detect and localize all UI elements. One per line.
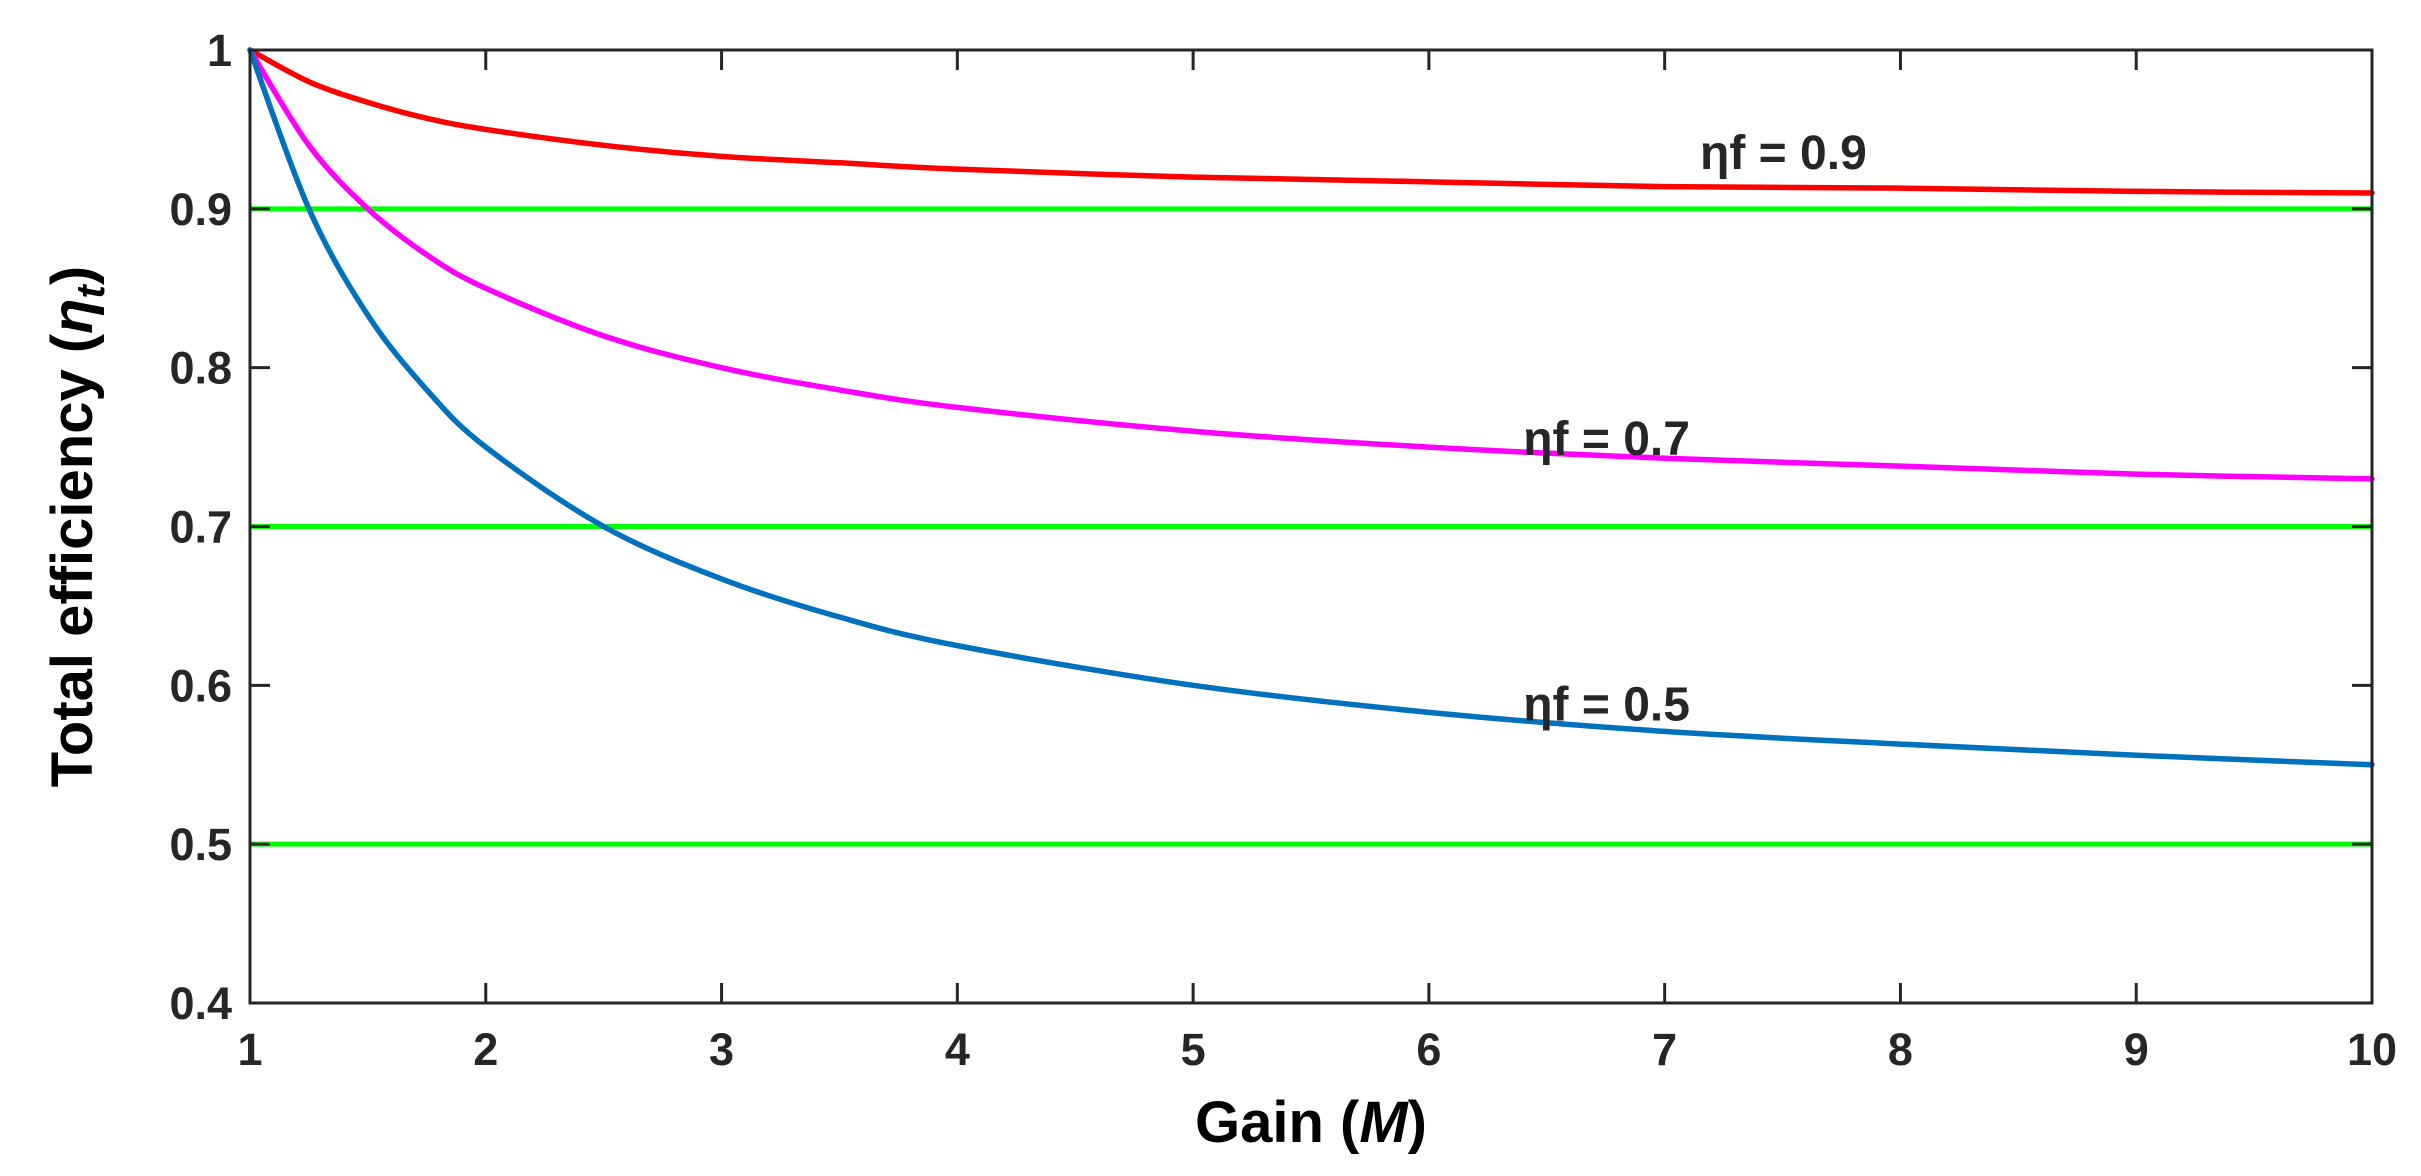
y-tick-label: 0.6 bbox=[169, 660, 232, 711]
x-tick-label: 5 bbox=[1181, 1024, 1206, 1075]
x-tick-label: 6 bbox=[1416, 1024, 1441, 1075]
x-tick-label: 9 bbox=[2124, 1024, 2149, 1075]
y-tick-label: 0.7 bbox=[169, 502, 232, 553]
y-axis-title-subscript: t bbox=[69, 283, 113, 298]
y-tick-label: 0.9 bbox=[169, 184, 232, 235]
x-axis-tick-labels: 1 2 3 4 5 6 7 8 9 10 bbox=[237, 1024, 2397, 1075]
x-axis-title-prefix: Gain ( bbox=[1195, 1090, 1360, 1155]
x-tick-label: 1 bbox=[237, 1024, 262, 1075]
series-line bbox=[247, 47, 2375, 482]
y-axis-tick-labels: 0.4 0.5 0.6 0.7 0.8 0.9 1 bbox=[169, 25, 232, 1029]
series-annotation: ηf = 0.9 bbox=[1700, 127, 1867, 180]
y-tick-label: 0.8 bbox=[169, 343, 232, 394]
x-tick-label: 2 bbox=[473, 1024, 498, 1075]
series-lines bbox=[247, 47, 2375, 768]
y-tick-label: 1 bbox=[207, 25, 232, 76]
y-axis-title-suffix: ) bbox=[40, 266, 105, 285]
y-axis-title-prefix: Total efficiency ( bbox=[40, 333, 105, 787]
series-annotation: ηf = 0.7 bbox=[1523, 413, 1690, 466]
y-axis-title: Total efficiency (ηt) bbox=[40, 266, 113, 787]
x-axis-title-suffix: ) bbox=[1408, 1090, 1427, 1155]
series-line bbox=[247, 47, 2375, 196]
x-tick-label: 10 bbox=[2347, 1024, 2397, 1075]
x-tick-label: 3 bbox=[709, 1024, 734, 1075]
x-tick-label: 7 bbox=[1652, 1024, 1677, 1075]
series-annotations: ηf = 0.9 ηf = 0.7 ηf = 0.5 bbox=[1523, 127, 1867, 731]
x-axis-title: Gain (M) bbox=[1195, 1090, 1427, 1155]
x-tick-label: 4 bbox=[945, 1024, 970, 1075]
x-tick-label: 8 bbox=[1888, 1024, 1913, 1075]
y-tick-label: 0.5 bbox=[169, 819, 232, 870]
x-axis-title-symbol: M bbox=[1359, 1090, 1409, 1155]
y-tick-label: 0.4 bbox=[169, 978, 232, 1029]
x-axis-ticks bbox=[248, 50, 2374, 1003]
series-annotation: ηf = 0.5 bbox=[1523, 678, 1690, 731]
series-line bbox=[247, 47, 2375, 768]
y-axis-ticks bbox=[250, 48, 2372, 1005]
y-axis-title-symbol: η bbox=[40, 298, 105, 333]
